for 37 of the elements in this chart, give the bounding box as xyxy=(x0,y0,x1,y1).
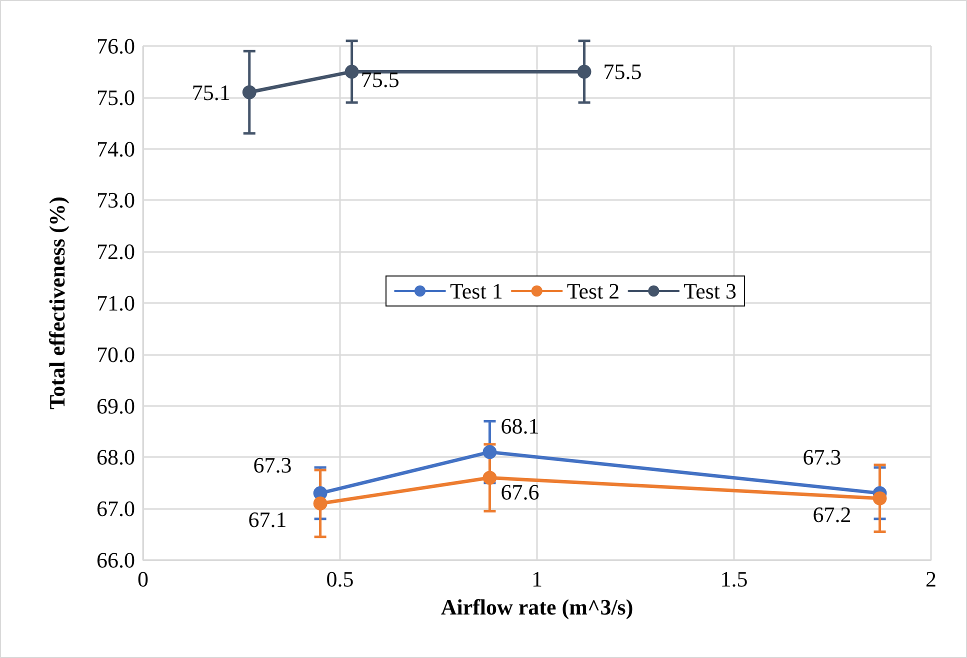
legend-label: Test 2 xyxy=(566,278,620,304)
x-tick-label: 0 xyxy=(138,566,148,592)
point xyxy=(313,496,328,510)
data-label: 67.2 xyxy=(812,502,852,527)
y-tick-label: 73.0 xyxy=(96,188,135,213)
y-tick-label: 67.0 xyxy=(96,496,135,522)
y-tick-label: 76.0 xyxy=(96,34,135,58)
point xyxy=(482,470,497,485)
point xyxy=(344,64,359,79)
point xyxy=(577,64,592,79)
y-tick-label: 66.0 xyxy=(96,548,135,572)
y-tick-label: 68.0 xyxy=(96,444,135,470)
y-tick-label: 70.0 xyxy=(96,342,135,367)
x-tick-label: 1 xyxy=(532,566,542,592)
x-tick-label: 2 xyxy=(926,566,936,592)
legend-label: Test 1 xyxy=(450,278,503,304)
point xyxy=(872,491,887,506)
x-tick-label: 0.5 xyxy=(326,566,354,592)
x-axis-title: Airflow rate (m^3/s) xyxy=(440,594,634,620)
data-label: 68.1 xyxy=(500,414,540,439)
data-label: 67.6 xyxy=(500,479,540,504)
data-label: 67.3 xyxy=(253,452,292,478)
data-label: 67.3 xyxy=(802,444,842,470)
legend-label: Test 3 xyxy=(684,278,737,304)
y-tick-label: 75.0 xyxy=(96,84,135,110)
point xyxy=(482,445,497,460)
y-tick-label: 69.0 xyxy=(96,393,135,418)
data-label: 67.1 xyxy=(248,506,287,532)
point xyxy=(242,85,256,100)
y-tick-label: 71.0 xyxy=(96,290,135,316)
data-label: 75.1 xyxy=(192,80,230,105)
y-tick-label: 72.0 xyxy=(96,239,135,264)
data-label: 75.5 xyxy=(603,59,642,84)
y-tick-label: 74.0 xyxy=(96,136,135,162)
y-axis-title: Total effectiveness (%) xyxy=(44,196,70,410)
x-tick-label: 1.5 xyxy=(720,566,748,592)
data-label: 75.5 xyxy=(360,67,400,92)
